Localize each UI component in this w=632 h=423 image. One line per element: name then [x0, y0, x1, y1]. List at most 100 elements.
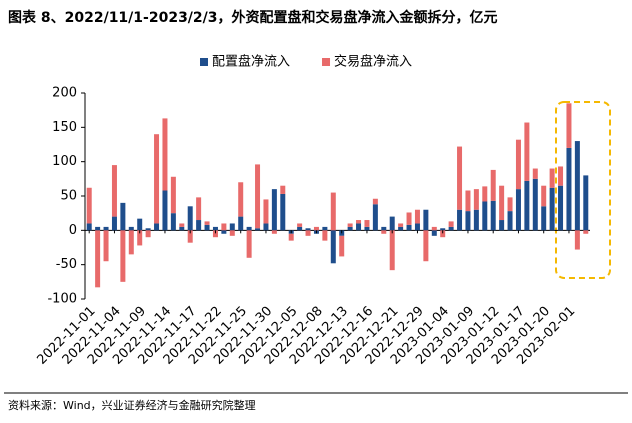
y-tick-label: -50 [56, 257, 77, 272]
bar [423, 209, 429, 231]
bar [322, 226, 328, 231]
bar [313, 226, 319, 231]
bar [356, 223, 362, 231]
bar [246, 226, 252, 231]
bar [473, 189, 479, 210]
bar [330, 192, 336, 231]
bar [499, 185, 505, 221]
bar [229, 230, 235, 236]
bar [566, 147, 572, 231]
bar [414, 223, 420, 231]
source-note: 资料来源：Wind，兴业证券经济与金融研究院整理 [8, 398, 256, 412]
bar [431, 230, 437, 236]
bar [179, 226, 185, 231]
bar [507, 197, 513, 212]
bar [398, 223, 404, 227]
bar [145, 228, 151, 231]
bar [423, 230, 429, 262]
bar [154, 223, 160, 231]
bar [229, 223, 235, 231]
bar [103, 230, 109, 262]
bar [271, 189, 277, 231]
bar [162, 190, 168, 231]
bar [549, 168, 555, 188]
bar [532, 168, 538, 179]
bar [347, 226, 353, 231]
bar [145, 230, 151, 238]
bar [95, 230, 101, 288]
bar [414, 209, 420, 224]
y-tick-label: 150 [52, 120, 77, 135]
bar [255, 164, 261, 229]
bar [431, 226, 437, 231]
bar [558, 166, 564, 186]
bar [457, 146, 463, 210]
bar [196, 220, 202, 231]
bar [170, 213, 176, 231]
bar [558, 185, 564, 231]
bar [103, 226, 109, 231]
bar [305, 228, 311, 231]
bar [263, 199, 269, 224]
bar [154, 134, 160, 224]
bar [465, 190, 471, 212]
bar [339, 235, 345, 257]
bar [440, 230, 446, 238]
bar [179, 223, 185, 227]
legend-swatch [200, 58, 208, 66]
bar [524, 180, 530, 231]
bar [398, 226, 404, 231]
bar [128, 226, 134, 231]
bar [372, 198, 378, 205]
bar [473, 209, 479, 231]
bar [111, 165, 117, 217]
bar [532, 178, 538, 231]
bar [246, 230, 252, 258]
bar [515, 189, 521, 231]
bar [120, 230, 126, 282]
bar [356, 220, 362, 224]
bar [482, 186, 488, 202]
bar [457, 209, 463, 231]
y-tick-label: 100 [52, 154, 77, 169]
bar [170, 176, 176, 214]
bar [583, 230, 589, 234]
bar [111, 216, 117, 231]
bar [515, 139, 521, 190]
bar [263, 223, 269, 231]
bar [221, 230, 227, 234]
bar [389, 216, 395, 231]
bar [86, 223, 92, 231]
bar [187, 206, 193, 231]
bar [204, 221, 210, 225]
bar [490, 169, 496, 201]
bar [574, 141, 580, 231]
y-tick-label: 200 [52, 86, 77, 101]
bar [583, 175, 589, 231]
bar [271, 230, 277, 234]
bar [297, 223, 303, 227]
y-tick-label: -100 [47, 292, 77, 307]
bar [212, 226, 218, 231]
bar [238, 216, 244, 231]
bar [255, 228, 261, 231]
bar [196, 197, 202, 221]
bar [347, 223, 353, 227]
bar [86, 187, 92, 224]
bar [381, 226, 387, 231]
bar [566, 103, 572, 148]
bar [187, 230, 193, 243]
bar [507, 211, 513, 231]
legend-label: 配置盘净流入 [212, 54, 290, 70]
bar [549, 187, 555, 231]
bar [541, 206, 547, 231]
bar [406, 212, 412, 225]
bar [364, 220, 370, 227]
bar [137, 218, 143, 231]
bar [137, 230, 143, 246]
chart-title: 图表 8、2022/11/1-2023/2/3，外资配置盘和交易盘净流入金额拆分… [8, 9, 498, 26]
bar [524, 122, 530, 181]
bar [440, 228, 446, 231]
bar [482, 201, 488, 231]
